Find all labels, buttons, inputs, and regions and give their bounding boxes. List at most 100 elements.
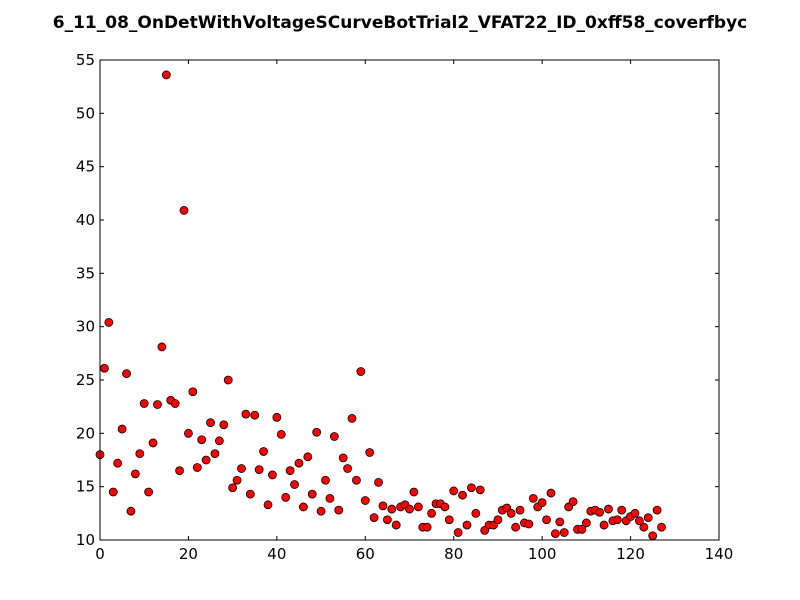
data-point xyxy=(453,528,463,537)
x-tick-label: 140 xyxy=(705,545,734,563)
data-point xyxy=(161,70,171,80)
data-point xyxy=(307,489,317,499)
data-point xyxy=(652,505,662,515)
data-point xyxy=(254,465,264,475)
y-tick-label: 50 xyxy=(76,104,95,122)
data-point xyxy=(237,464,246,473)
x-tick-label: 20 xyxy=(179,545,198,563)
data-point xyxy=(268,470,277,480)
x-tick-label: 40 xyxy=(267,545,286,563)
data-point xyxy=(241,409,251,419)
data-point xyxy=(192,463,202,472)
x-axis: 0 20 40 60 80 100 120 140 xyxy=(95,60,733,563)
data-point xyxy=(188,387,198,397)
data-point xyxy=(179,205,189,215)
data-point xyxy=(290,480,299,489)
data-point xyxy=(206,418,215,428)
data-point xyxy=(303,452,313,462)
data-point xyxy=(135,449,145,459)
data-point xyxy=(276,429,286,439)
data-point xyxy=(272,412,282,422)
data-point xyxy=(391,520,401,530)
data-point xyxy=(493,515,503,525)
data-point xyxy=(157,342,167,352)
data-point xyxy=(577,524,587,534)
data-point xyxy=(347,413,357,423)
data-point xyxy=(604,504,613,514)
data-point xyxy=(210,449,220,459)
data-point xyxy=(537,498,547,508)
data-points xyxy=(95,70,666,541)
data-point xyxy=(369,513,379,522)
y-axis: 10 15 20 25 30 35 40 45 50 55 xyxy=(76,51,719,549)
data-point xyxy=(639,522,649,532)
data-point xyxy=(458,490,467,500)
data-point xyxy=(316,506,326,516)
data-point xyxy=(312,427,322,437)
data-point xyxy=(144,487,154,497)
data-point xyxy=(104,317,114,327)
data-point xyxy=(440,502,450,512)
data-point xyxy=(648,531,658,541)
data-point xyxy=(657,522,666,532)
data-point xyxy=(360,496,370,505)
data-point xyxy=(334,505,344,515)
data-point xyxy=(329,432,339,441)
data-point xyxy=(422,522,432,532)
data-point xyxy=(462,520,472,530)
plot-frame xyxy=(99,59,720,541)
data-point xyxy=(546,488,556,498)
y-tick-label: 25 xyxy=(76,371,95,389)
data-point xyxy=(635,516,644,526)
data-point xyxy=(475,485,485,495)
data-point xyxy=(201,455,211,465)
data-point xyxy=(471,508,481,518)
data-point xyxy=(281,492,291,502)
data-point xyxy=(511,522,521,532)
data-point xyxy=(338,453,348,463)
data-point xyxy=(214,436,224,446)
data-point xyxy=(245,489,255,499)
data-point xyxy=(175,466,184,476)
data-point xyxy=(378,501,388,511)
data-point xyxy=(117,424,127,434)
data-point xyxy=(228,483,238,493)
data-point xyxy=(184,428,193,438)
data-point xyxy=(449,486,459,496)
data-point xyxy=(555,517,565,527)
x-tick-label: 80 xyxy=(444,545,463,563)
data-point xyxy=(568,497,578,507)
data-point xyxy=(444,515,454,525)
x-tick-label: 100 xyxy=(528,545,557,563)
data-point xyxy=(219,420,229,430)
chart-title: 6_11_08_OnDetWithVoltageSCurveBotTrial2_… xyxy=(53,13,748,33)
data-point xyxy=(250,410,260,420)
y-tick-label: 40 xyxy=(76,211,95,229)
data-point xyxy=(413,502,423,512)
data-point xyxy=(405,504,414,514)
data-point xyxy=(321,475,330,485)
data-point xyxy=(325,493,335,503)
data-point xyxy=(153,400,162,409)
data-point xyxy=(223,375,233,385)
data-point xyxy=(612,515,622,525)
y-tick-label: 15 xyxy=(76,478,95,496)
x-tick-label: 60 xyxy=(356,545,375,563)
data-point xyxy=(113,458,123,468)
data-point xyxy=(356,367,366,376)
data-point xyxy=(170,399,180,408)
data-point xyxy=(643,513,653,522)
data-point xyxy=(263,500,273,510)
data-point xyxy=(581,518,591,528)
data-point xyxy=(365,448,375,457)
y-tick-label: 35 xyxy=(76,264,95,282)
data-point xyxy=(551,529,560,538)
data-point xyxy=(630,508,640,518)
data-point xyxy=(559,528,569,537)
data-point xyxy=(515,505,525,515)
data-point xyxy=(259,447,268,456)
data-point xyxy=(108,487,118,497)
data-point xyxy=(298,502,308,512)
data-point xyxy=(139,399,149,408)
data-point xyxy=(197,435,207,445)
